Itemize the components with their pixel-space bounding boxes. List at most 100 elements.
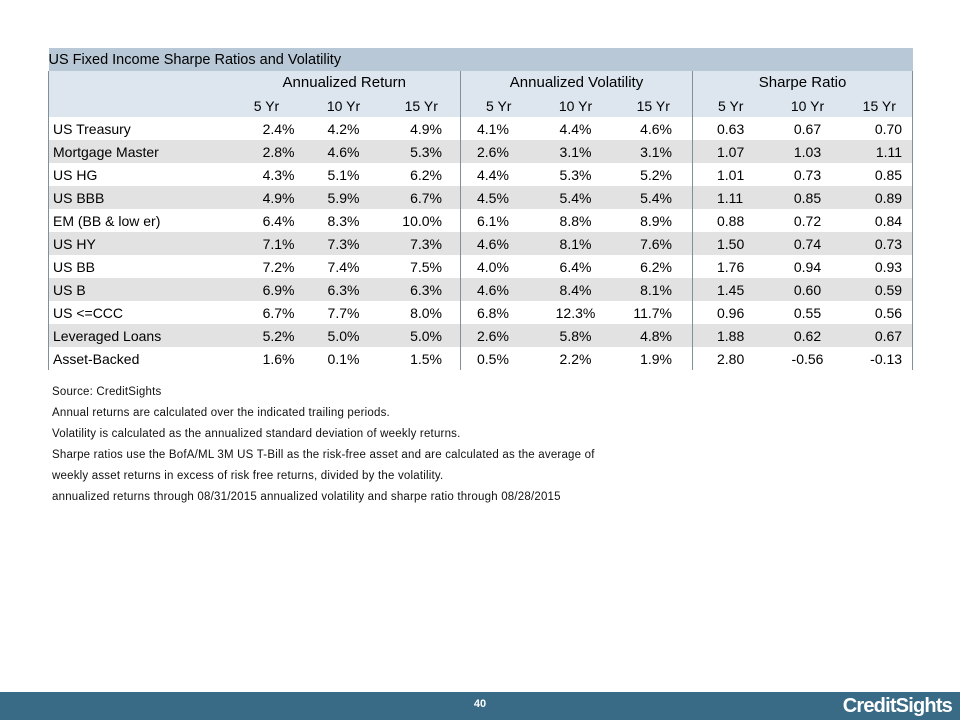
table-cell: 7.3% [382,232,461,255]
table-cell: 4.3% [262,166,295,183]
sharpe-ratio-table: US Fixed Income Sharpe Ratios and Volati… [48,48,914,370]
table-cell: 6.7% [262,304,295,321]
footer-bar: 40 CreditSights [0,692,960,720]
table-cell: 3.1% [614,140,693,163]
table-cell: 2.6% [460,140,537,163]
table-cell: 4.6% [460,232,537,255]
table-cell: 6.2% [640,258,672,275]
table-cell: -0.56 [791,350,824,367]
table-cell: 5.1% [327,166,360,183]
source-note: Source: CreditSights [52,386,162,398]
table-row: EM (BB & low er) 6.4% 8.3% 10.0% 6.1% 8.8% 8.9… [48,209,914,232]
table-cell: 0.59 [846,278,914,301]
table-cell: 1.76 [692,255,769,278]
row-label: US BB [48,255,229,278]
table-row: US BB 7.2% 7.4% 7.5% 4.0% 6.4% 6.2% 1.76 0.94 0.9… [48,255,914,278]
row-label: US HY [48,232,229,255]
table-cell: 5.2% [228,324,305,347]
table-cell: 0.85 [768,186,847,209]
table-cell: 6.4% [262,212,295,229]
table-cell: 4.5% [460,186,537,209]
sharpe-ratio-table-container: US Fixed Income Sharpe Ratios and Volati… [48,48,914,370]
table-cell: 0.55 [793,304,822,321]
table-row: US BBB 4.9% 5.9% 6.7% 4.5% 5.4% 5.4% 1.11 0.85 0.… [48,186,914,209]
table-cell: 4.6% [640,120,672,137]
table-cell: 0.96 [692,301,769,324]
table-cell: 5.8% [536,324,615,347]
table-cell: 1.11 [846,140,914,163]
period-header: 15 Yr [382,94,461,117]
table-cell: 0.60 [768,278,847,301]
table-cell: 0.73 [793,166,822,183]
row-label: US <=CCC [48,301,229,324]
table-cell: 12.3% [555,304,596,321]
table-cell: 5.0% [382,324,461,347]
row-label: US BBB [48,186,229,209]
table-cell: 8.8% [559,212,592,229]
period-header: 10 Yr [768,94,847,117]
table-cell: 0.67 [846,324,914,347]
group-header-annualized-volatility: Annualized Volatility [460,71,693,94]
table-cell: 8.0% [410,304,442,321]
table-cell: 7.4% [327,258,360,275]
table-cell: 1.6% [262,350,295,367]
row-label: US Treasury [48,117,229,140]
table-row: Leveraged Loans 5.2% 5.0% 5.0% 2.6% 5.8% 4.8% 1… [48,324,914,347]
note-line: annualized returns through 08/31/2015 an… [52,491,561,503]
table-notes: Source: CreditSights Annual returns are … [52,382,912,508]
period-header: 5 Yr [692,94,769,117]
table-cell: 11.7% [633,304,672,321]
row-label: US B [48,278,229,301]
note-line: weekly asset returns in excess of risk f… [52,470,444,482]
group-header-annualized-return: Annualized Return [228,71,461,94]
table-cell: 1.01 [692,163,769,186]
table-cell: 1.07 [692,140,769,163]
table-row: US Treasury 2.4% 4.2% 4.9% 4.1% 4.4% 4.6% 0.63 0… [48,117,914,140]
table-row: US B 6.9% 6.3% 6.3% 4.6% 8.4% 8.1% 1.45 0.60 0.59 [48,278,914,301]
table-cell: 1.88 [692,324,769,347]
table-cell: 0.88 [692,209,769,232]
table-cell: 4.9% [410,120,442,137]
group-header-sharpe-ratio: Sharpe Ratio [691,71,914,94]
table-cell: 0.85 [846,163,914,186]
row-label: Mortgage Master [48,140,229,163]
row-label: US HG [48,163,229,186]
table-cell: 0.84 [846,209,914,232]
table-cell: 10.0% [402,212,442,229]
table-cell: 0.93 [846,255,914,278]
table-cell: 4.6% [460,278,537,301]
table-cell: 6.3% [382,278,461,301]
table-cell: 0.72 [793,212,822,229]
period-header: 15 Yr [614,94,693,117]
table-cell: 1.45 [692,278,769,301]
table-title: US Fixed Income Sharpe Ratios and Volati… [48,48,913,71]
table-cell: -0.13 [846,347,914,370]
table-row: US HY 7.1% 7.3% 7.3% 4.6% 8.1% 7.6% 1.50 0.74 0.7… [48,232,914,255]
table-cell: 7.1% [228,232,305,255]
table-cell: 6.1% [460,209,537,232]
table-cell: 4.0% [460,255,537,278]
table-cell: 0.56 [846,301,914,324]
header-blank [48,71,229,94]
table-cell: 1.50 [692,232,769,255]
table-cell: 5.4% [614,186,693,209]
note-line: Volatility is calculated as the annualiz… [52,428,461,440]
table-cell: 5.3% [382,140,461,163]
table-cell: 7.7% [327,304,360,321]
table-cell: 0.94 [793,258,822,275]
note-line: Sharpe ratios use the BofA/ML 3M US T-Bi… [52,449,595,461]
table-cell: 8.9% [640,212,672,229]
table-row: US HG 4.3% 5.1% 6.2% 4.4% 5.3% 5.2% 1.01 0.73 0.8… [48,163,914,186]
table-cell: 0.67 [793,120,822,137]
table-cell: 2.8% [228,140,305,163]
table-cell: 1.11 [692,186,769,209]
table-cell: 8.3% [327,212,360,229]
table-cell: 7.5% [410,258,442,275]
table-cell: 1.03 [768,140,847,163]
table-cell: 1.5% [410,350,442,367]
table-cell: 6.8% [460,301,537,324]
table-cell: 2.6% [460,324,537,347]
period-header: 5 Yr [228,94,305,117]
table-cell: 6.2% [410,166,442,183]
table-cell: 2.4% [262,120,295,137]
